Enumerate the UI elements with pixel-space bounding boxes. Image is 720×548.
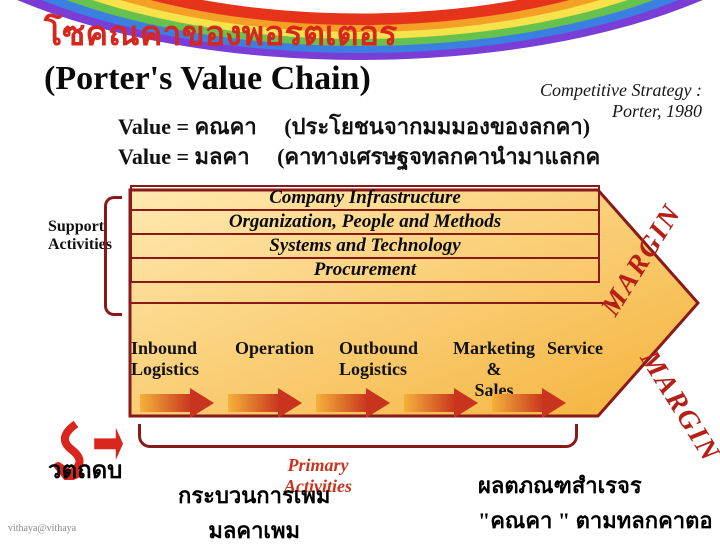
marketing-l1: Marketing xyxy=(453,338,535,358)
operation-l1: Operation xyxy=(235,338,314,358)
outbound-l1: Outbound xyxy=(339,338,418,358)
value-l1-right: (ประโยชนจากมมมองของลกคา) xyxy=(284,114,590,139)
output-l1: ผลตภณฑสำเรจร xyxy=(478,468,713,503)
arrow-icon xyxy=(492,388,566,418)
arrow-icon xyxy=(316,388,390,418)
value-l1-left: Value = คณคา xyxy=(118,114,257,139)
arrow-strip xyxy=(140,388,566,418)
process-l2: มลคาเพม xyxy=(178,513,330,548)
support-row-organization: Organization, People and Methods xyxy=(130,209,600,235)
arrow-icon xyxy=(404,388,478,418)
inbound-l2: Logistics xyxy=(131,359,199,379)
service-l1: Service xyxy=(547,338,603,358)
support-rows: Company Infrastructure Organization, Peo… xyxy=(130,185,600,283)
value-l2-right: (คาทางเศรษฐจทลกคานำมาแลกค xyxy=(277,144,600,169)
process-text: กระบวนการเพม มลคาเพม xyxy=(178,478,330,548)
citation-l1: Competitive Strategy : xyxy=(540,80,702,101)
support-row-procurement: Procurement xyxy=(130,257,600,283)
output-l2: "คณคา " ตามทลกคาตอ xyxy=(478,503,713,538)
arrow-icon xyxy=(140,388,214,418)
page-title: โซคณคาของพอรตเตอร (Porter's Value Chain) xyxy=(44,6,397,98)
inbound-l1: Inbound xyxy=(131,338,197,358)
support-row-infrastructure: Company Infrastructure xyxy=(130,185,600,211)
footer-credit: vithaya@vithaya xyxy=(8,523,76,534)
outbound-l2: Logistics xyxy=(339,359,407,379)
marketing-l2: & xyxy=(487,359,502,379)
brace-bottom-icon xyxy=(138,424,578,448)
output-text: ผลตภณฑสำเรจร "คณคา " ตามทลกคาตอ xyxy=(478,468,713,538)
arrow-icon xyxy=(228,388,302,418)
input-label: วตถดบ xyxy=(48,450,122,489)
support-row-systems: Systems and Technology xyxy=(130,233,600,259)
title-line1: โซคณคาของพอรตเตอร xyxy=(44,6,397,60)
value-l2-left: Value = มลคา xyxy=(118,144,250,169)
support-activities-label: Support Activities xyxy=(48,218,104,254)
value-definitions: Value = คณคา (ประโยชนจากมมมองของลกคา) Va… xyxy=(118,112,600,171)
primary-l1: Primary xyxy=(248,455,388,476)
support-activities-text: Support Activities xyxy=(48,218,112,253)
title-line2: (Porter's Value Chain) xyxy=(44,60,397,98)
process-l1: กระบวนการเพม xyxy=(178,478,330,513)
brace-left-icon xyxy=(104,196,122,316)
